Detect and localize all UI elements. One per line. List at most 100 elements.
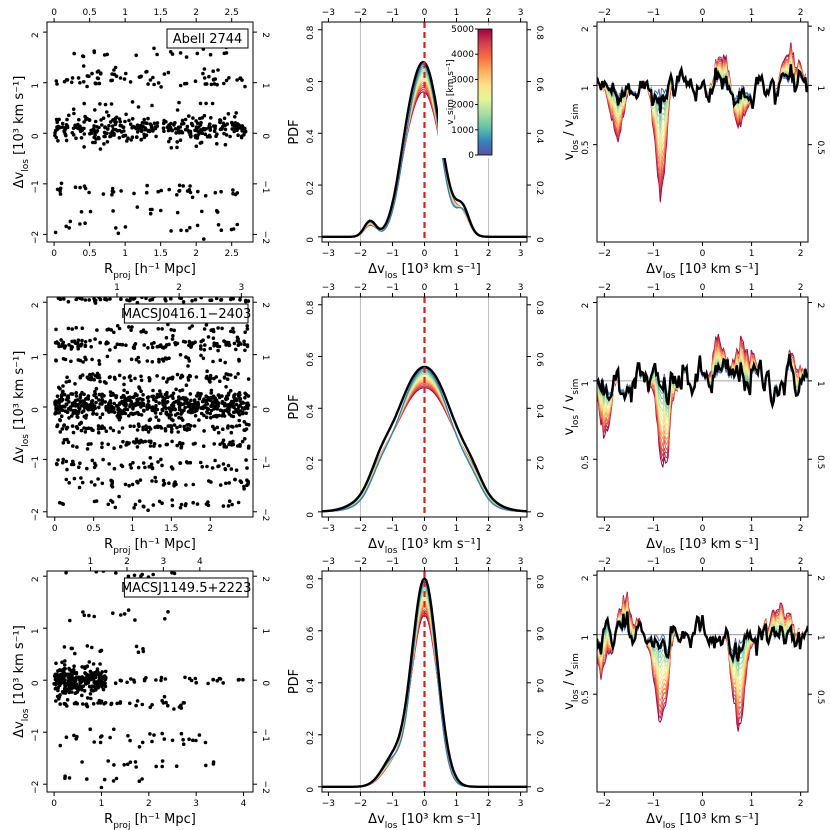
data-point	[188, 374, 193, 379]
data-point	[109, 131, 113, 136]
data-point	[84, 357, 88, 362]
data-point	[208, 126, 212, 131]
data-point	[130, 325, 134, 329]
top-tick-label: 0	[700, 557, 706, 567]
data-point	[56, 385, 61, 390]
data-point	[175, 108, 180, 112]
data-point	[199, 339, 203, 344]
data-point	[171, 334, 175, 338]
data-point	[169, 430, 174, 434]
data-point	[129, 138, 133, 142]
data-point	[161, 346, 166, 350]
data-point	[150, 345, 155, 350]
data-point	[100, 682, 105, 687]
data-point	[128, 404, 132, 409]
data-point	[64, 459, 69, 464]
data-point	[123, 119, 127, 124]
data-point	[74, 341, 79, 346]
data-point	[74, 425, 79, 429]
ratio-curve	[597, 55, 808, 155]
data-point	[54, 406, 58, 410]
data-point	[108, 375, 112, 379]
data-point	[80, 480, 85, 485]
data-point	[76, 358, 81, 362]
data-point	[202, 237, 206, 241]
data-point	[158, 411, 163, 416]
data-point	[108, 297, 112, 301]
data-point	[113, 345, 118, 350]
data-point	[167, 481, 171, 486]
data-point	[89, 442, 93, 446]
right-tick-label: 2	[260, 302, 270, 308]
data-point	[78, 375, 83, 380]
x-tick-label: 2	[798, 799, 804, 809]
data-point	[213, 190, 218, 195]
data-point	[157, 499, 162, 504]
panel-0: Abell 2744 0 0.5 1 1.5 2 2.5 0 0.5 1 1.5 2 2.5 −2 −1 0 1…	[12, 8, 270, 281]
y-axis-label: vlos / vsim	[562, 104, 581, 161]
data-point	[125, 390, 130, 395]
data-point	[168, 125, 173, 130]
data-point	[93, 119, 98, 124]
data-point	[195, 51, 200, 56]
data-point	[61, 676, 66, 681]
x-tick-label: 3	[193, 799, 199, 809]
x-axis-label: Rproj [h⁻¹ Mpc]	[104, 812, 196, 830]
data-point	[100, 676, 105, 681]
data-point	[134, 53, 138, 58]
data-point	[103, 102, 108, 107]
data-point	[118, 444, 123, 449]
data-point	[118, 342, 122, 347]
data-point	[80, 390, 84, 395]
data-point	[229, 399, 234, 404]
data-point	[95, 412, 99, 417]
data-point	[193, 676, 198, 681]
data-point	[205, 369, 209, 374]
data-point	[235, 191, 240, 195]
data-point	[59, 414, 64, 419]
data-point	[226, 504, 231, 508]
data-point	[231, 439, 235, 444]
data-point	[73, 691, 78, 695]
data-point	[69, 347, 74, 351]
data-point	[148, 456, 153, 460]
data-point	[145, 183, 149, 188]
data-point	[146, 129, 151, 133]
data-point	[136, 397, 140, 402]
data-point	[204, 763, 208, 768]
data-point	[208, 52, 213, 57]
data-point	[112, 410, 117, 415]
data-point	[60, 427, 65, 431]
right-tick-label: 0.2	[534, 181, 544, 195]
data-point	[231, 330, 236, 334]
data-point	[66, 440, 71, 445]
data-point	[93, 301, 98, 305]
data-point	[187, 339, 192, 344]
data-point	[61, 344, 65, 348]
ratio-curve	[597, 52, 808, 170]
data-point	[203, 194, 208, 198]
data-point	[137, 75, 142, 79]
data-point	[94, 395, 99, 400]
data-point	[148, 377, 152, 381]
data-point	[61, 357, 66, 361]
data-point	[228, 405, 232, 409]
y-tick-label: 0.2	[306, 731, 316, 745]
data-point	[141, 440, 145, 444]
data-point	[56, 688, 60, 693]
data-point	[89, 696, 93, 701]
data-point	[166, 703, 170, 708]
data-point	[188, 342, 192, 347]
right-tick-label: 1	[815, 86, 825, 92]
top-tick-label: −1	[647, 283, 660, 293]
data-point	[96, 477, 100, 481]
data-point	[91, 412, 95, 416]
data-point	[218, 677, 223, 681]
x-tick-label: 3	[518, 799, 524, 809]
y-axis-label: PDF	[287, 669, 302, 694]
data-point	[123, 411, 128, 416]
data-point	[80, 326, 85, 331]
top-tick-label: 1.5	[153, 8, 167, 18]
y-tick-label: 0	[31, 407, 41, 413]
data-point	[74, 391, 78, 395]
